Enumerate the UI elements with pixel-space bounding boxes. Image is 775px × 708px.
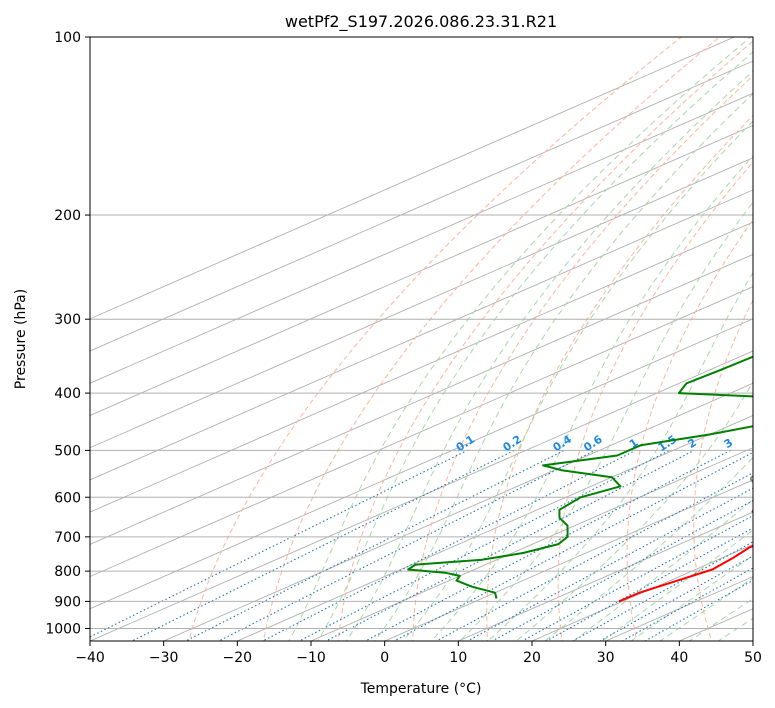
y-tick-label: 300 (54, 312, 81, 328)
isotherm-line (90, 318, 753, 610)
mixing-ratio-label: 4 (748, 436, 762, 451)
x-tick-label: −10 (296, 650, 326, 666)
dry-adiabat-line (486, 114, 753, 641)
isotherm-line (90, 253, 753, 545)
isotherm-line (383, 479, 753, 641)
isotherm-line (236, 414, 753, 641)
moist-adiabat-line (345, 70, 753, 641)
y-tick-label: 100 (54, 30, 81, 46)
moist-adiabat-line (317, 51, 753, 641)
y-axis-ticks: 100 200 300 400 500 600 700 800 900 1000 (45, 30, 90, 637)
x-tick-label: 40 (670, 650, 688, 666)
isotherm-line (90, 92, 753, 384)
isotherm-label: 10 (749, 500, 769, 520)
y-tick-label: 800 (54, 564, 81, 580)
x-tick-label: 20 (523, 650, 541, 666)
dry-adiabat-line (693, 299, 753, 641)
y-tick-label: 400 (54, 386, 81, 402)
moist-adiabat-line (288, 37, 752, 641)
y-tick-label: 700 (54, 530, 81, 546)
y-axis-label: Pressure (hPa) (13, 289, 29, 389)
plot-frame (89, 36, 754, 642)
x-tick-label: 30 (597, 650, 615, 666)
dry-adiabat-line (262, 37, 721, 641)
y-tick-label: 500 (54, 443, 81, 459)
moist-adiabat-line (374, 92, 753, 641)
moist-adiabat-line (515, 380, 753, 641)
isotherm-line (530, 543, 753, 641)
dry-adiabat-line (626, 218, 753, 641)
isotherm-line (90, 221, 753, 513)
isotherm-line (90, 286, 753, 578)
moist-adiabat-line (601, 529, 753, 641)
profiles (407, 355, 753, 603)
y-tick-label: 200 (54, 208, 81, 224)
moist-adiabat-line (572, 498, 753, 641)
x-tick-label: −30 (149, 650, 179, 666)
x-tick-label: −40 (75, 650, 105, 666)
x-axis-label: Temperature (°C) (360, 681, 482, 697)
chart-title: wetPf2_S197.2026.086.23.31.R21 (285, 12, 557, 32)
dry-adiabat-line (557, 161, 753, 641)
isotherm-line (309, 447, 753, 641)
moist-adiabat-line (402, 120, 753, 641)
dry-adiabat-line (412, 75, 753, 641)
x-tick-label: 10 (449, 650, 467, 666)
y-tick-label: 1000 (45, 621, 81, 637)
x-axis-ticks: −40 −30 −20 −10 0 10 20 30 40 50 (75, 641, 762, 666)
y-tick-label: 900 (54, 594, 81, 610)
moist-adiabat-line (659, 577, 753, 641)
isotherm-label: 0 (747, 472, 762, 487)
y-tick-label: 600 (54, 490, 81, 506)
x-tick-label: 50 (744, 650, 762, 666)
moist-adiabat-line (430, 154, 753, 641)
pressure-gridlines (90, 37, 753, 629)
dewpoint-profile (407, 355, 753, 599)
moist-adiabat-line (630, 554, 753, 641)
dry-adiabat-line (188, 37, 683, 641)
x-tick-label: 0 (380, 650, 389, 666)
x-tick-label: −20 (223, 650, 253, 666)
isotherm-line (90, 189, 753, 481)
isotherm-line (90, 60, 753, 352)
isotherm-line (90, 157, 753, 449)
isotherm-line (162, 382, 753, 641)
isotherm-line (90, 350, 753, 641)
moist-adiabat-line (458, 201, 753, 641)
isotherm-line (90, 37, 736, 320)
isotherm-line (457, 511, 753, 641)
moist-adiabat-line (544, 456, 753, 641)
moist-adiabat-line (487, 271, 753, 641)
isotherm-line (90, 125, 753, 416)
